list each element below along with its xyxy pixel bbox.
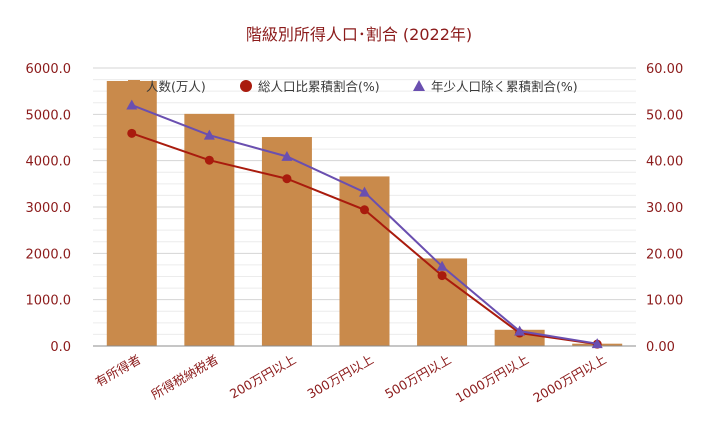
chart-title: 階級別所得人口･割合 (2022年) — [246, 25, 472, 44]
legend: 人数(万人) 総人口比累積割合(%) 年少人口除く累積割合(%) — [128, 79, 578, 94]
bar — [339, 176, 390, 346]
excl-young-ratio-point — [203, 129, 215, 140]
right-tick-label: 40.00 — [646, 155, 683, 170]
right-tick-label: 10.00 — [646, 294, 683, 309]
right-tick-label: 50.00 — [646, 108, 683, 123]
legend-label: 総人口比累積割合(%) — [258, 79, 380, 94]
x-tick-label: 所得税納税者 — [148, 352, 220, 402]
left-tick-label: 0.0 — [50, 340, 71, 355]
excl-young-ratio-point — [281, 150, 293, 161]
excl-young-ratio-point — [126, 99, 138, 110]
total-ratio-point — [127, 128, 137, 138]
bar-series — [106, 80, 623, 347]
x-tick-label: 200万円以上 — [227, 352, 298, 402]
legend-swatch-bar — [128, 80, 140, 92]
bar — [106, 80, 157, 347]
right-axis-ticks: 0.00 10.00 20.00 30.00 40.00 50.00 60.00 — [646, 62, 683, 355]
left-tick-label: 3000.0 — [26, 201, 72, 216]
legend-swatch-triangle — [413, 80, 425, 91]
total-ratio-point — [204, 155, 214, 165]
excl-young-ratio-point — [359, 186, 370, 197]
excl-young-ratio-point — [436, 260, 448, 271]
x-axis-ticks: 有所得者 所得税納税者 200万円以上 300万円以上 500万円以上 1000万円以上 2… — [92, 352, 608, 406]
left-tick-label: 6000.0 — [26, 62, 72, 77]
line-series — [126, 99, 603, 349]
right-tick-label: 0.00 — [646, 340, 675, 355]
excl-young-ratio-point — [514, 325, 526, 336]
total-ratio-point — [282, 174, 292, 184]
left-axis-ticks: 0.0 1000.0 2000.0 3000.0 4000.0 5000.0 6000.0 — [26, 62, 72, 355]
x-tick-label: 500万円以上 — [382, 352, 453, 402]
x-tick-label: 300万円以上 — [305, 352, 376, 402]
legend-swatch-circle — [240, 80, 252, 92]
legend-label: 人数(万人) — [146, 79, 206, 94]
right-tick-label: 60.00 — [646, 62, 683, 77]
bar — [184, 113, 235, 347]
right-tick-label: 20.00 — [646, 247, 683, 262]
x-tick-label: 1000万円以上 — [453, 352, 531, 406]
x-tick-label: 2000万円以上 — [530, 352, 608, 406]
x-tick-label: 有所得者 — [92, 352, 143, 390]
legend-label: 年少人口除く累積割合(%) — [431, 79, 578, 94]
left-tick-label: 1000.0 — [26, 294, 72, 309]
total-ratio-point — [437, 271, 447, 281]
excl-young-ratio-point — [591, 338, 603, 349]
left-tick-label: 4000.0 — [26, 155, 72, 170]
left-tick-label: 5000.0 — [26, 108, 72, 123]
left-tick-label: 2000.0 — [26, 247, 72, 262]
total-ratio-point — [360, 205, 369, 215]
bar — [261, 137, 312, 346]
right-tick-label: 30.00 — [646, 201, 683, 216]
